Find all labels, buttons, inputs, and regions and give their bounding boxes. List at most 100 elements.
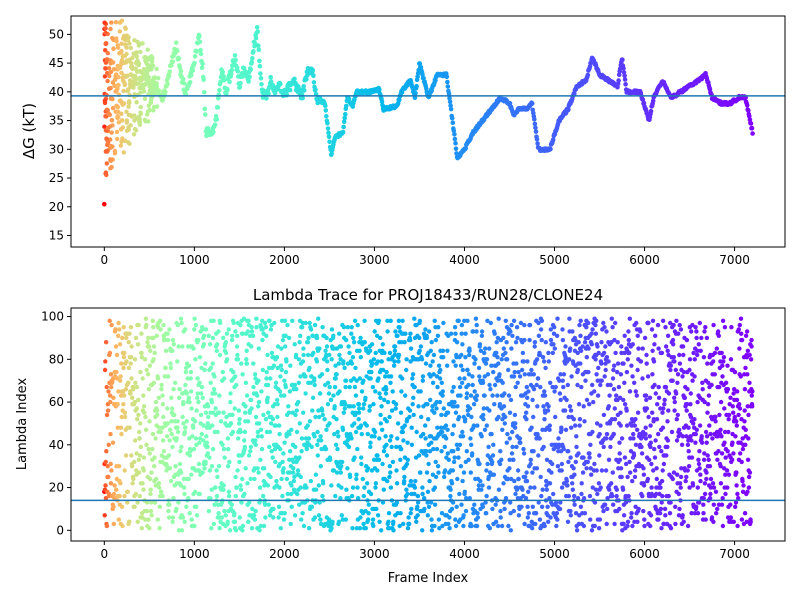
lambda-point <box>270 455 275 460</box>
lambda-point <box>482 350 487 356</box>
lambda-point <box>119 414 124 420</box>
lambda-point <box>690 378 695 383</box>
lambda-point <box>430 359 435 364</box>
lambda-point <box>380 342 385 347</box>
lambda-point <box>371 523 376 529</box>
lambda-point <box>735 389 740 394</box>
lambda-point <box>173 464 178 469</box>
lambda-point <box>384 387 389 392</box>
lambda-point <box>496 361 501 366</box>
lambda-point <box>492 331 497 336</box>
lambda-point <box>239 500 244 505</box>
lambda-point <box>387 474 392 480</box>
lambda-point <box>339 513 344 518</box>
lambda-point <box>517 374 523 379</box>
lambda-point <box>650 372 655 377</box>
lambda-point <box>201 333 207 338</box>
lambda-point <box>244 361 250 366</box>
lambda-point <box>301 523 307 529</box>
lambda-point <box>444 436 449 441</box>
lambda-point <box>170 515 176 520</box>
lambda-point <box>415 513 420 518</box>
lambda-point <box>333 376 338 381</box>
lambda-point <box>683 478 688 484</box>
lambda-point <box>179 470 184 475</box>
lambda-point <box>249 344 254 349</box>
lambda-point <box>678 327 684 332</box>
lambda-point <box>123 453 129 458</box>
lambda-point <box>217 352 223 358</box>
lambda-point <box>155 376 161 381</box>
dg-point <box>108 26 113 32</box>
lambda-point <box>366 511 371 516</box>
lambda-point <box>604 355 610 360</box>
dg-point <box>449 115 455 121</box>
lambda-point <box>642 517 647 522</box>
lambda-point <box>587 455 592 460</box>
lambda-point <box>426 504 432 509</box>
lambda-point <box>705 410 710 415</box>
lambda-point <box>268 421 274 426</box>
lambda-point <box>731 451 736 456</box>
lambda-point <box>749 393 754 398</box>
lambda-point <box>670 337 676 343</box>
dg-point <box>621 66 626 71</box>
lambda-point <box>193 322 198 328</box>
lambda-point <box>457 384 463 390</box>
lambda-point <box>159 489 164 494</box>
lambda-point <box>167 427 173 432</box>
lambda-point <box>303 391 308 396</box>
lambda-point <box>131 476 136 482</box>
lambda-point <box>161 322 166 328</box>
lambda-point <box>339 485 344 490</box>
lambda-point <box>238 487 244 492</box>
lambda-point <box>281 466 286 471</box>
lambda-point <box>255 434 261 439</box>
x-tick-label: 7000 <box>719 547 750 561</box>
dg-panel: 0 1000 2000 3000 4000 5000 6000 7000 1520253035… <box>20 15 786 267</box>
lambda-point <box>387 464 392 469</box>
lambda-point <box>417 318 423 323</box>
lambda-point <box>152 500 158 505</box>
lambda-point <box>512 425 518 430</box>
lambda-point <box>336 519 342 524</box>
lambda-point <box>688 414 694 420</box>
lambda-point <box>436 470 441 475</box>
lambda-point <box>276 515 281 520</box>
dg-point <box>167 69 172 74</box>
lambda-point <box>623 500 629 505</box>
lambda-point <box>663 384 669 390</box>
lambda-point <box>701 496 706 501</box>
lambda-point <box>712 372 717 377</box>
lambda-point <box>536 320 541 326</box>
dg-point <box>141 89 147 94</box>
lambda-point <box>451 423 457 428</box>
lambda-point <box>480 483 485 488</box>
lambda-point <box>635 519 640 524</box>
lambda-point <box>432 410 437 415</box>
lambda-point <box>367 348 373 353</box>
lambda-point <box>578 333 583 338</box>
lambda-point <box>701 355 707 360</box>
dg-point <box>246 79 251 84</box>
lambda-point <box>187 511 192 516</box>
lambda-point <box>273 459 278 465</box>
lambda-point <box>553 414 558 420</box>
lambda-point <box>423 436 428 441</box>
lambda-point <box>647 434 652 439</box>
lambda-point <box>445 363 450 368</box>
lambda-point <box>423 423 428 428</box>
dg-point <box>145 68 151 73</box>
lambda-point <box>529 425 534 430</box>
lambda-point <box>134 384 140 390</box>
lambda-point <box>627 316 632 321</box>
lambda-point <box>436 363 442 368</box>
lambda-point <box>320 493 325 499</box>
lambda-point <box>282 393 287 398</box>
lambda-point <box>308 327 314 332</box>
lambda-point <box>304 446 309 452</box>
lambda-point <box>217 393 222 398</box>
lambda-point <box>467 496 472 501</box>
lambda-point <box>198 412 204 418</box>
dg-point <box>134 50 139 55</box>
